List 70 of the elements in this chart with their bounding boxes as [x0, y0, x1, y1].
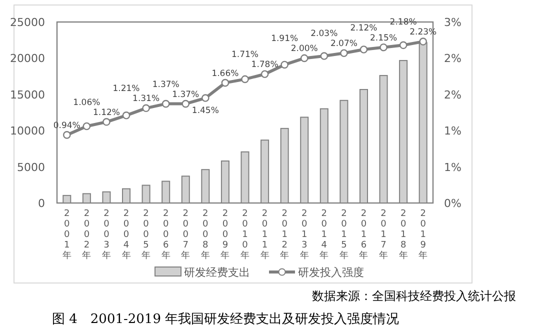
data-label: 1.37% [152, 80, 180, 90]
data-label: 1.71% [231, 50, 259, 60]
point [202, 94, 210, 102]
y-tick-label: 10000 [10, 124, 45, 138]
x-tick-label: 2019年 [418, 209, 428, 261]
y-tick-label: 15000 [10, 88, 45, 102]
point [62, 131, 71, 139]
data-label: 2.12% [350, 23, 378, 34]
point [419, 38, 428, 46]
data-label: 1.12% [92, 108, 120, 118]
legend-label: 研发经费支出 [184, 266, 250, 279]
point [280, 60, 288, 69]
x-tick-label: 2017年 [379, 209, 388, 261]
x-tick-label: 2002年 [82, 209, 92, 261]
point [340, 49, 348, 58]
y-tick-label: 20000 [10, 52, 45, 66]
x-tick-label: 2001年 [62, 209, 72, 261]
data-label: 1.78% [251, 60, 278, 70]
y2-tick-label: 3% [444, 16, 462, 29]
x-tick-label: 2007年 [181, 209, 190, 261]
x-tick-label: 2013年 [300, 209, 309, 261]
y2-tick-label: 1% [444, 160, 462, 174]
point [221, 78, 230, 87]
y2-tick-label: 0% [444, 197, 462, 210]
y-tick-label: 5000 [17, 160, 45, 174]
x-tick-label: 2005年 [142, 209, 151, 261]
x-tick-label: 2015年 [339, 209, 348, 261]
point [399, 41, 408, 50]
point [320, 52, 328, 60]
legend-label: 研发投入强度 [298, 266, 364, 279]
data-label: 1.91% [271, 34, 298, 44]
data-label: 1.37% [172, 90, 200, 100]
data-label: 1.45% [192, 106, 219, 116]
x-tick-label: 2012年 [280, 209, 290, 261]
point [241, 75, 249, 84]
point [300, 54, 308, 62]
point [260, 70, 269, 78]
x-tick-label: 2008年 [200, 209, 210, 261]
x-tick-label: 2006年 [161, 209, 170, 261]
point [122, 111, 130, 120]
x-tick-label: 2004年 [122, 209, 131, 261]
x-tick-label: 2018年 [398, 209, 408, 261]
point [142, 104, 150, 112]
source-note: 数据来源：全国科技经费投入统计公报 [312, 289, 516, 303]
data-label: 1.66% [212, 68, 239, 79]
x-tick-label: 2016年 [359, 209, 368, 261]
point [360, 46, 368, 54]
data-label: 1.21% [112, 84, 140, 94]
data-label: 1.31% [132, 94, 160, 104]
y2-tick-label: 1% [444, 124, 462, 138]
x-tick-label: 2009年 [220, 209, 230, 261]
data-label: 2.03% [310, 29, 338, 40]
y2-tick-label: 2% [444, 52, 462, 66]
data-label: 1.06% [73, 98, 100, 108]
point [380, 43, 388, 52]
x-tick-label: 2014年 [320, 209, 329, 261]
y-tick-label: 25000 [10, 16, 45, 29]
x-tick-label: 2003年 [102, 209, 111, 261]
point [102, 118, 110, 126]
x-tick-label: 2010年 [240, 209, 250, 261]
point [162, 100, 170, 108]
y2-tick-label: 2% [444, 88, 462, 102]
text: 图 4 2001-2019 年我国研发经费支出及研发投入强度情况 [52, 311, 400, 327]
data-label: 2.07% [330, 39, 358, 50]
data-label: 2.15% [370, 33, 398, 44]
x-tick-label: 2011年 [260, 209, 270, 261]
y-tick-label: 0 [38, 197, 45, 210]
point [82, 122, 91, 130]
data-label: 2.00% [290, 44, 318, 54]
point [182, 100, 190, 108]
